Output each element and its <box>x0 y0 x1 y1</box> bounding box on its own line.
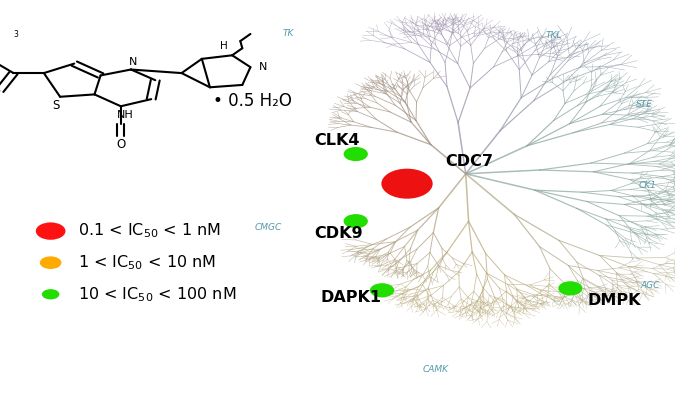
Text: N: N <box>259 62 267 72</box>
Text: DMPK: DMPK <box>587 293 641 308</box>
Circle shape <box>40 256 61 269</box>
Circle shape <box>558 281 583 295</box>
Text: N: N <box>129 57 137 67</box>
Text: DAPK1: DAPK1 <box>321 290 381 305</box>
Text: CDC7: CDC7 <box>446 154 493 169</box>
Text: TKL: TKL <box>545 31 562 40</box>
Text: CMGC: CMGC <box>255 223 282 231</box>
Text: 1 < IC$_{50}$ < 10 nM: 1 < IC$_{50}$ < 10 nM <box>78 253 215 272</box>
Circle shape <box>370 283 394 297</box>
Circle shape <box>344 147 368 161</box>
Text: 0.1 < IC$_{50}$ < 1 nM: 0.1 < IC$_{50}$ < 1 nM <box>78 222 221 241</box>
Text: AGC: AGC <box>641 281 659 290</box>
Text: 10 < IC$_{50}$ < 100 nM: 10 < IC$_{50}$ < 100 nM <box>78 285 236 304</box>
Circle shape <box>381 169 433 199</box>
Text: TK: TK <box>283 29 294 38</box>
Text: NH: NH <box>117 110 133 120</box>
Text: S: S <box>53 99 59 111</box>
Text: • 0.5 H₂O: • 0.5 H₂O <box>213 92 292 110</box>
Circle shape <box>42 289 59 299</box>
Circle shape <box>344 214 368 228</box>
Text: CAMK: CAMK <box>423 365 448 374</box>
Text: 3: 3 <box>14 30 18 40</box>
Text: CLK4: CLK4 <box>314 133 359 148</box>
Circle shape <box>36 222 65 240</box>
Text: CK1: CK1 <box>639 181 657 190</box>
Text: O: O <box>116 138 126 150</box>
Text: STE: STE <box>636 100 653 109</box>
Text: H: H <box>220 41 228 51</box>
Text: CDK9: CDK9 <box>314 226 362 241</box>
